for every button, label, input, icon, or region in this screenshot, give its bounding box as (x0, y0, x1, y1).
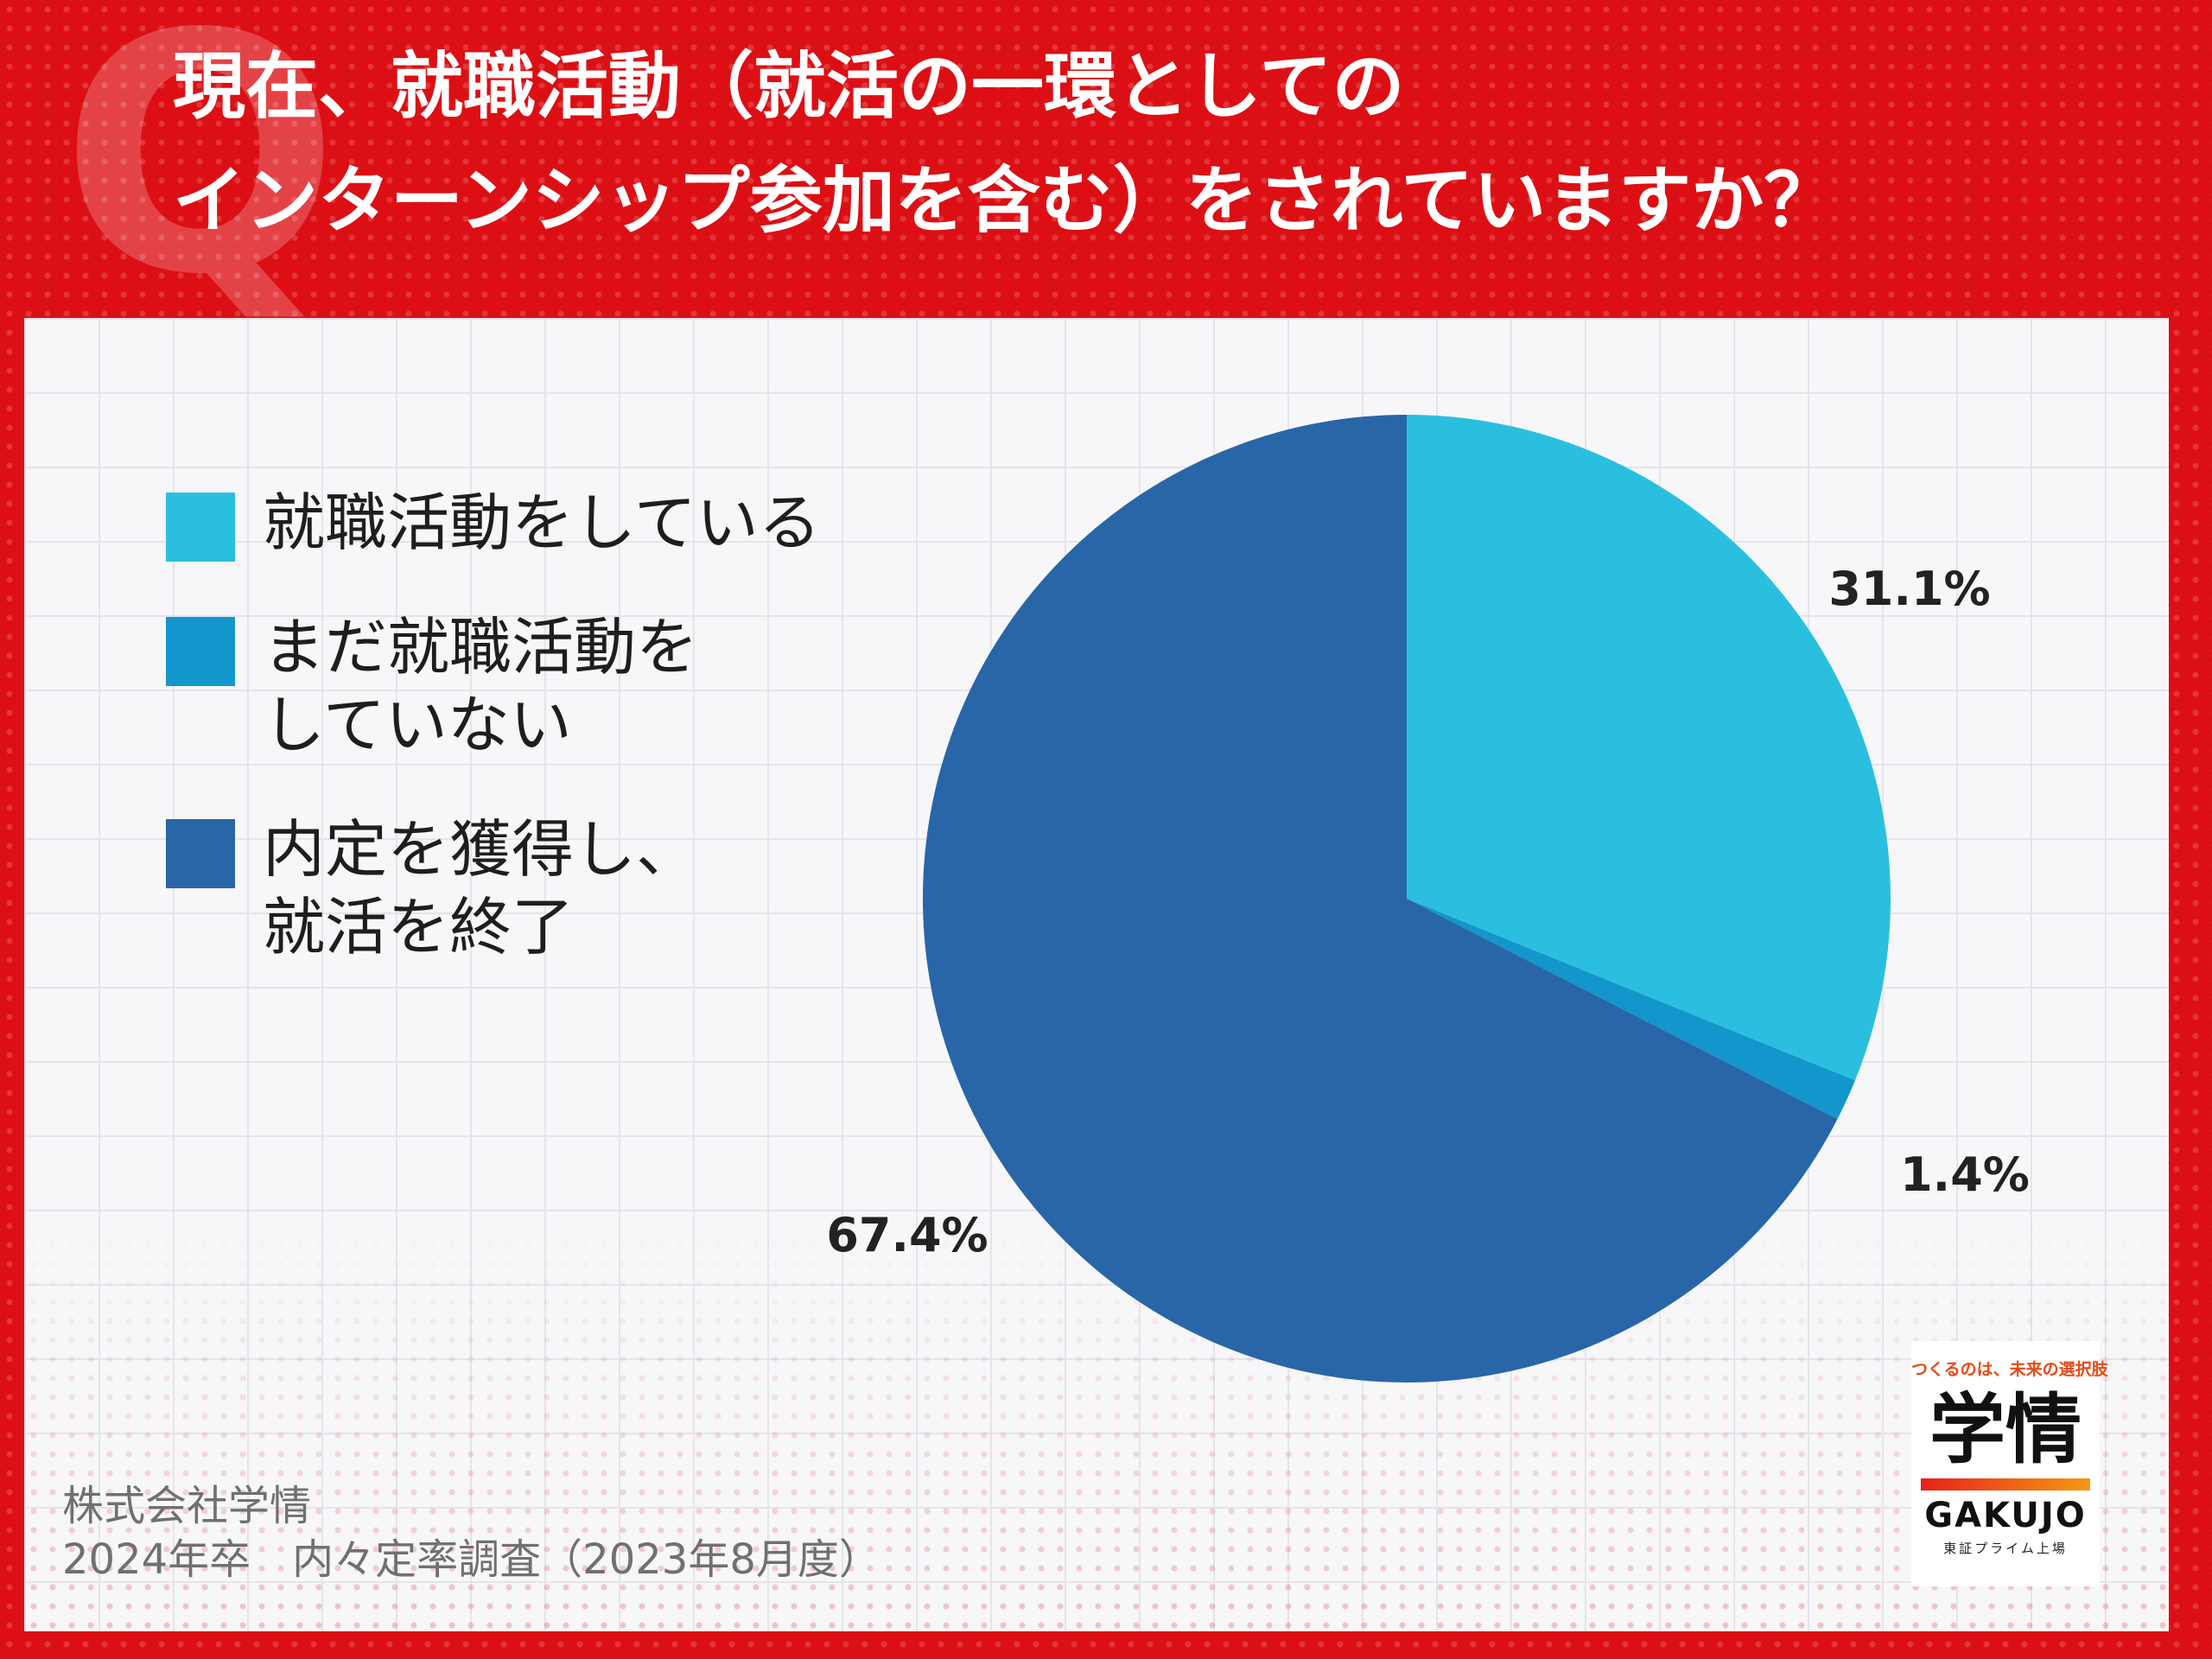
logo-name: GAKUJO (1924, 1496, 2087, 1535)
question-title-line-2: インターンシップ参加を含む）をされていますか？ (173, 158, 1837, 243)
source-note: 株式会社学情 2024年卒 内々定率調査（2023年8月度） (62, 1479, 880, 1586)
logo-tagline: つくるのは、未来の選択肢 (1911, 1360, 2108, 1379)
pie-slice (1407, 899, 1855, 1120)
legend-item-not-started: まだ就職活動を していない (166, 608, 821, 764)
logo-mark: 学情 (1929, 1385, 2082, 1474)
legend-label: 就職活動をしている (263, 486, 821, 559)
legend-item-finished: 内定を獲得し、 就活を終了 (166, 810, 821, 966)
slice-value-label: 67.4% (826, 1208, 988, 1262)
pie-slice (923, 415, 1838, 1382)
slice-value-label: 31.1% (1828, 562, 1990, 616)
legend-swatch (166, 819, 235, 888)
logo-gradient-bar (1921, 1478, 2090, 1491)
q-watermark: Q (60, 0, 340, 346)
legend-item-job-hunting: 就職活動をしている (166, 484, 821, 562)
legend-label: 内定を獲得し、 就活を終了 (263, 813, 699, 963)
chart-legend: 就職活動をしている まだ就職活動を していない 内定を獲得し、 就活を終了 (166, 484, 821, 1013)
question-title-line-1: 現在、就職活動（就活の一環としての (173, 44, 1405, 129)
legend-swatch (166, 617, 235, 686)
pie-slice (1407, 415, 1891, 1081)
legend-swatch (166, 493, 235, 562)
panel-dot-fade (24, 1217, 2169, 1631)
logo-sub: 東証プライム上場 (1943, 1541, 2068, 1556)
question-title: 現在、就職活動（就活の一環としての インターンシップ参加を含む）をされていますか… (173, 29, 2177, 257)
source-survey: 2024年卒 内々定率調査（2023年8月度） (62, 1535, 880, 1584)
legend-label: まだ就職活動を していない (263, 611, 699, 761)
gakujo-logo: つくるのは、未来の選択肢 学情 GAKUJO 東証プライム上場 (1911, 1341, 2108, 1586)
source-company: 株式会社学情 (62, 1482, 312, 1530)
slice-value-label: 1.4% (1900, 1147, 2030, 1202)
